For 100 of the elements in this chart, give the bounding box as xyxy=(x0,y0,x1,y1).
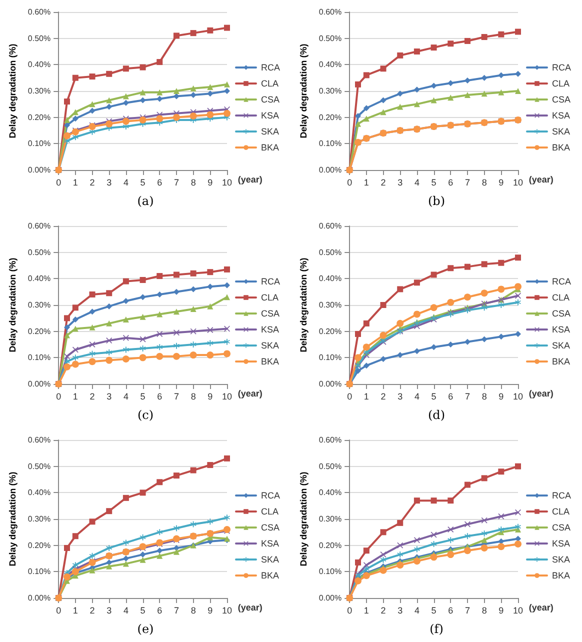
x-tick-label: 4 xyxy=(123,392,128,402)
legend-label: CSA xyxy=(552,308,571,318)
y-tick-label: 0.50% xyxy=(28,248,51,257)
y-tick-label: 0.10% xyxy=(28,567,51,576)
legend-label: BKA xyxy=(552,570,570,580)
y-tick-label: 0.50% xyxy=(318,248,342,257)
x-tick-label: 4 xyxy=(123,606,128,616)
legend-label: SKA xyxy=(552,340,570,350)
x-tick-label: 5 xyxy=(431,606,436,616)
y-tick-label: 0.60% xyxy=(318,436,342,444)
x-tick-label: 0 xyxy=(56,392,62,402)
x-tick-label: 1 xyxy=(72,606,78,616)
x-tick-label: 8 xyxy=(190,392,196,402)
y-tick-label: 0.60% xyxy=(28,222,51,230)
y-axis-title: Delay degradation (%) xyxy=(298,258,308,352)
x-tick-label: 4 xyxy=(414,606,420,616)
x-tick-label: 9 xyxy=(208,392,213,402)
x-tick-label: 8 xyxy=(482,178,487,188)
legend-label: CLA xyxy=(552,78,570,88)
legend-label: RCA xyxy=(261,62,280,72)
x-tick-label: 5 xyxy=(140,392,146,402)
legend-label: BKA xyxy=(261,356,280,366)
y-tick-label: 0.30% xyxy=(318,300,342,310)
y-tick-label: 0.10% xyxy=(28,353,51,362)
y-tick-label: 0.20% xyxy=(318,326,342,336)
legend-label: KSA xyxy=(552,538,570,548)
y-tick-label: 0.50% xyxy=(28,462,51,471)
x-tick-label: 6 xyxy=(157,606,162,616)
y-tick-label: 0.40% xyxy=(28,488,51,498)
x-tick-label: 10 xyxy=(512,178,524,188)
x-tick-label: 7 xyxy=(464,392,470,402)
legend-label: BKA xyxy=(261,570,280,580)
x-tick-label: 0 xyxy=(347,392,352,402)
x-tick-label: 6 xyxy=(448,606,454,616)
y-tick-label: 0.20% xyxy=(28,112,51,122)
x-tick-label: 4 xyxy=(414,178,420,188)
text: (f) xyxy=(430,622,444,636)
legend-label: CSA xyxy=(261,94,280,104)
x-tick-label: 1 xyxy=(72,392,78,402)
x-tick-label: 0 xyxy=(347,178,352,188)
legend-label: SKA xyxy=(261,340,280,350)
y-tick-label: 0.00% xyxy=(318,594,342,602)
y-tick-label: 0.40% xyxy=(318,488,342,498)
x-tick-label: 3 xyxy=(106,606,112,616)
y-tick-label: 0.20% xyxy=(28,540,51,550)
y-tick-label: 0.10% xyxy=(28,139,51,148)
y-tick-label: 0.30% xyxy=(318,86,342,96)
y-tick-label: 0.10% xyxy=(318,353,342,362)
legend-label: BKA xyxy=(552,356,570,366)
x-tick-label: 8 xyxy=(482,392,487,402)
legend-label: CLA xyxy=(552,292,570,302)
y-tick-label: 0.20% xyxy=(318,540,342,550)
y-tick-label: 0.00% xyxy=(28,380,51,388)
y-axis-title: Delay degradation (%) xyxy=(8,258,18,352)
y-tick-label: 0.00% xyxy=(318,380,342,388)
x-tick-label: 7 xyxy=(464,178,470,188)
y-tick-label: 0.40% xyxy=(318,274,342,284)
legend-label: KSA xyxy=(552,324,570,334)
x-tick-label: 9 xyxy=(208,178,213,188)
x-tick-label: 2 xyxy=(380,606,386,616)
x-tick-label: 10 xyxy=(222,392,232,402)
y-axis-title: Delay degradation (%) xyxy=(298,472,308,566)
x-tick-label: 2 xyxy=(90,606,95,616)
y-axis-title: Delay degradation (%) xyxy=(298,44,308,138)
legend-label: RCA xyxy=(552,62,572,72)
legend-label: BKA xyxy=(261,142,280,152)
x-axis-title: (year) xyxy=(528,602,554,612)
y-tick-label: 0.20% xyxy=(318,112,342,122)
legend-label: CLA xyxy=(261,506,279,516)
x-tick-label: 6 xyxy=(157,178,162,188)
y-tick-label: 0.10% xyxy=(318,139,342,148)
x-tick-label: 5 xyxy=(140,178,146,188)
x-tick-label: 4 xyxy=(414,392,420,402)
legend-label: KSA xyxy=(552,110,570,120)
x-tick-label: 6 xyxy=(157,392,162,402)
y-tick-label: 0.10% xyxy=(318,567,342,576)
x-axis-title: (year) xyxy=(528,174,554,184)
y-tick-label: 0.40% xyxy=(318,60,342,70)
x-axis-title: (year) xyxy=(238,602,262,612)
y-tick-label: 0.60% xyxy=(28,8,51,16)
y-tick-label: 0.00% xyxy=(28,594,51,602)
legend-label: CSA xyxy=(261,308,280,318)
text: (d) xyxy=(428,408,446,422)
legend-label: CSA xyxy=(552,522,571,532)
legend-label: RCA xyxy=(261,490,280,500)
y-tick-label: 0.60% xyxy=(318,222,342,230)
x-tick-label: 8 xyxy=(190,606,196,616)
x-tick-label: 2 xyxy=(380,178,386,188)
legend-label: CLA xyxy=(261,292,279,302)
x-tick-label: 2 xyxy=(380,392,386,402)
y-tick-label: 0.30% xyxy=(28,86,51,96)
text: (b) xyxy=(428,194,446,208)
x-tick-label: 2 xyxy=(90,178,95,188)
x-tick-label: 6 xyxy=(448,178,454,188)
x-tick-label: 10 xyxy=(512,606,524,616)
x-tick-label: 0 xyxy=(347,606,352,616)
legend-label: RCA xyxy=(261,276,280,286)
x-axis-title: (year) xyxy=(238,174,262,184)
x-tick-label: 3 xyxy=(398,606,403,616)
x-tick-label: 3 xyxy=(106,178,112,188)
